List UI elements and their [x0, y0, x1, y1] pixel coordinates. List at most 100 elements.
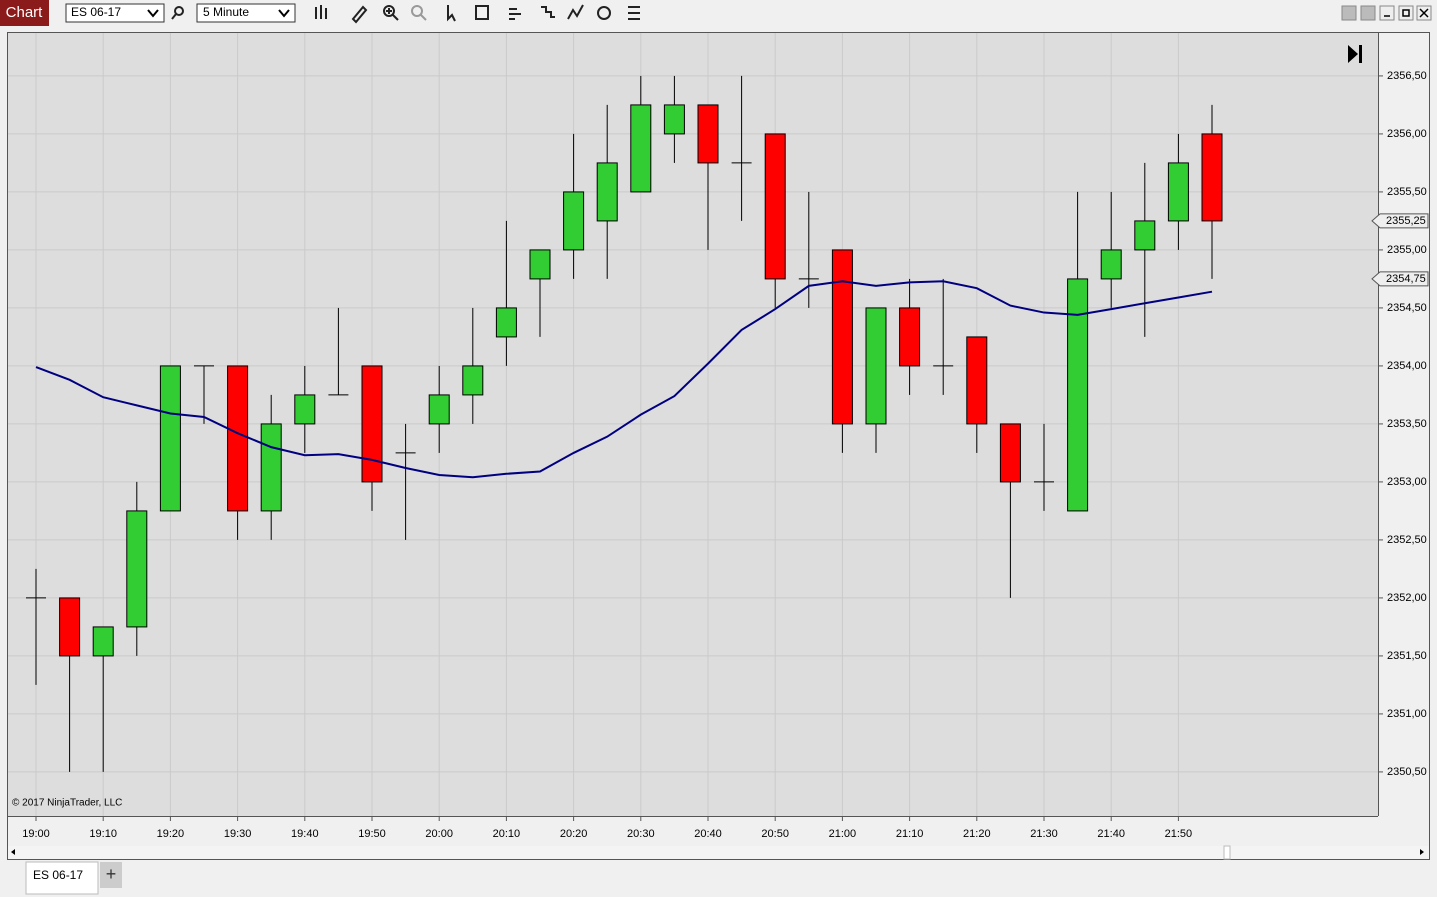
tab-label: ES 06-17 [33, 868, 83, 882]
indicators-icon[interactable] [567, 4, 584, 20]
y-tick-label: 2354,50 [1387, 302, 1427, 314]
y-tick-label: 2351,50 [1387, 650, 1427, 662]
x-tick-label: 19:50 [358, 828, 386, 840]
toolbar-icons [171, 4, 640, 24]
x-tick-label: 19:00 [22, 828, 50, 840]
candle-body [1201, 133, 1223, 222]
bars-icon[interactable] [315, 5, 327, 19]
price-marker-label: 2354,75 [1386, 273, 1426, 285]
price-marker-label: 2355,25 [1386, 215, 1426, 227]
candle-body [126, 510, 148, 628]
y-tick-label: 2355,50 [1387, 186, 1427, 198]
maximize-button[interactable] [1398, 5, 1414, 21]
add-tab-label: + [106, 864, 117, 884]
instrument-text: ES 06-17 [71, 5, 121, 19]
window-button[interactable] [1360, 5, 1376, 21]
candle-body [697, 104, 719, 164]
x-tick-label: 21:50 [1165, 828, 1193, 840]
reload-icon[interactable] [597, 6, 611, 20]
x-tick-label: 20:20 [560, 828, 588, 840]
chart-label: Chart [6, 4, 44, 21]
minimize-button[interactable] [1379, 5, 1395, 21]
candle-body [227, 365, 249, 512]
interval-text: 5 Minute [203, 5, 249, 19]
x-tick-label: 21:30 [1030, 828, 1058, 840]
zoom-in-icon[interactable] [383, 5, 395, 17]
y-tick-label: 2353,50 [1387, 418, 1427, 430]
interval-select[interactable] [196, 3, 296, 23]
zoom-out-icon[interactable] [411, 5, 423, 17]
x-tick-label: 20:40 [694, 828, 722, 840]
candle-body [596, 162, 618, 222]
window-buttons [1341, 5, 1432, 21]
x-tick-label: 21:00 [829, 828, 857, 840]
candle-body [159, 365, 181, 512]
x-tick-label: 20:50 [761, 828, 789, 840]
strategy-icon[interactable] [509, 8, 521, 20]
y-tick-label: 2353,00 [1387, 476, 1427, 488]
x-tick-label: 19:40 [291, 828, 319, 840]
x-tick-label: 19:10 [89, 828, 117, 840]
candle-body [59, 597, 81, 657]
candle-body [966, 336, 988, 425]
dropdown-arrow [147, 9, 159, 18]
tab[interactable] [25, 861, 99, 895]
templates-icon[interactable] [541, 6, 555, 18]
y-tick-label: 2350,50 [1387, 766, 1427, 778]
candle-body [899, 307, 921, 367]
price-marker [1371, 271, 1429, 287]
x-tick-label: 21:10 [896, 828, 924, 840]
candle-body [865, 307, 887, 425]
x-tick-label: 20:30 [627, 828, 655, 840]
candle-body [1100, 249, 1122, 280]
y-tick-label: 2356,50 [1387, 70, 1427, 82]
add-tab-button[interactable] [100, 862, 122, 888]
instrument-select[interactable] [65, 3, 165, 23]
y-tick-label: 2352,00 [1387, 592, 1427, 604]
candle-body [999, 423, 1021, 483]
x-tick-label: 20:10 [493, 828, 521, 840]
dropdown-arrow [278, 9, 290, 18]
x-tick-label: 21:40 [1097, 828, 1125, 840]
candle-body [1067, 278, 1089, 512]
y-tick-label: 2351,00 [1387, 708, 1427, 720]
candle-body [831, 249, 853, 425]
window-button[interactable] [1341, 5, 1357, 21]
candle-body [92, 626, 114, 657]
candle-body [630, 104, 652, 193]
scroll-thumb[interactable] [1223, 845, 1231, 860]
y-tick-label: 2352,50 [1387, 534, 1427, 546]
plot-area [8, 33, 1378, 816]
candle-body [563, 191, 585, 251]
x-tick-label: 21:20 [963, 828, 991, 840]
x-tick-label: 19:30 [224, 828, 252, 840]
y-tick-label: 2356,00 [1387, 128, 1427, 140]
chart-label-box [0, 0, 49, 26]
pointer-icon[interactable] [447, 5, 456, 22]
y-tick-label: 2354,00 [1387, 360, 1427, 372]
candle-body [294, 394, 316, 425]
scrollbar[interactable] [8, 846, 1429, 859]
plot: 2350,50 2351,00 2351,50 2352,00 2352,50 2353,… [8, 33, 1429, 840]
copyright: © 2017 NinjaTrader, LLC [12, 798, 122, 809]
data-box-icon[interactable] [475, 5, 489, 20]
candle-body [462, 365, 484, 396]
candle-body [495, 307, 517, 338]
candle-body [260, 423, 282, 512]
candle-body [764, 133, 786, 280]
properties-icon[interactable] [628, 6, 640, 20]
moving-average-line [35, 280, 1213, 479]
x-tick-label: 19:20 [157, 828, 185, 840]
scroll-to-end-button[interactable] [1348, 45, 1362, 63]
draw-icon[interactable] [351, 5, 368, 24]
x-tick-label: 20:00 [425, 828, 453, 840]
search-icon[interactable] [174, 6, 184, 16]
candle-body [428, 394, 450, 425]
price-marker [1371, 213, 1429, 229]
candle-body [1167, 162, 1189, 222]
candle-body [529, 249, 551, 280]
candle-body [1134, 220, 1156, 251]
